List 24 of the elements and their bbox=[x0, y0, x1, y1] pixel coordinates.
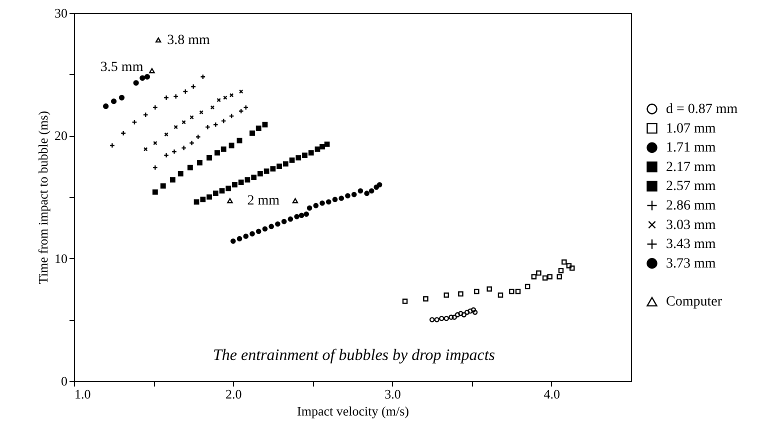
legend-label: 3.03 mm bbox=[666, 218, 716, 233]
legend-label: 1.07 mm bbox=[666, 121, 716, 136]
annotation: The entrainment of bubbles by drop impacts bbox=[212, 347, 496, 364]
annotation: 3.8 mm bbox=[167, 32, 210, 48]
legend-label: 3.43 mm bbox=[666, 237, 716, 252]
legend-label: Computer bbox=[666, 294, 722, 310]
x-tick-label: 3.0 bbox=[384, 386, 401, 402]
legend-label: 1.71 mm bbox=[666, 140, 716, 156]
y-tick-label: 10 bbox=[54, 250, 68, 266]
legend-label: d = 0.87 mm bbox=[666, 102, 738, 117]
legend-label: 2.86 mm bbox=[666, 198, 716, 214]
x-tick-label: 1.0 bbox=[74, 386, 91, 402]
y-tick-label: 30 bbox=[54, 6, 68, 20]
legend-label: 2.17 mm bbox=[666, 160, 716, 175]
x-tick-label: 2.0 bbox=[226, 386, 242, 402]
legend-label: 3.73 mm bbox=[666, 256, 716, 272]
y-axis-title: Time from impact to bubble (ms) bbox=[36, 110, 50, 284]
legend-label: 2.57 mm bbox=[666, 179, 716, 194]
annotation: 2 mm bbox=[247, 194, 280, 209]
x-axis-title: Impact velocity (m/s) bbox=[297, 404, 409, 418]
annotation: 3.5 mm bbox=[100, 60, 144, 75]
y-tick-label: 0 bbox=[61, 374, 68, 388]
x-tick-label: 4.0 bbox=[544, 386, 560, 402]
y-tick-label: 20 bbox=[54, 128, 68, 144]
